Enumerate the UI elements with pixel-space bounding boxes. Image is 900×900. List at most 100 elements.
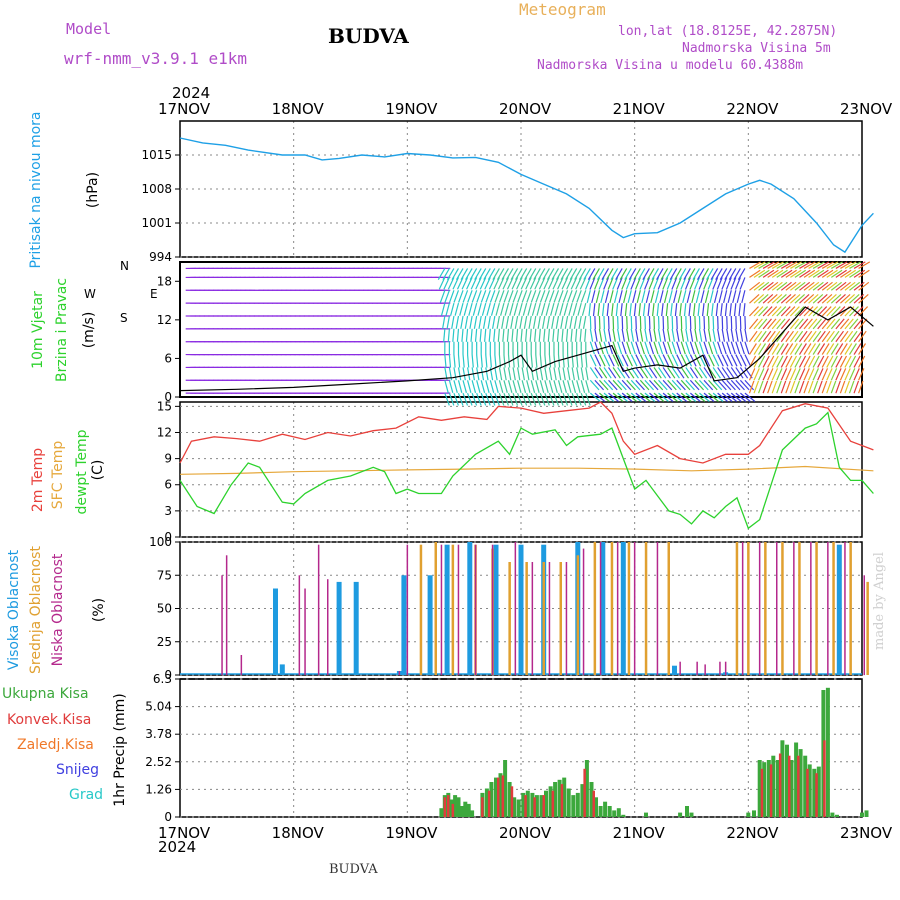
cloud-bar xyxy=(781,542,784,675)
wind-barb xyxy=(821,293,833,304)
wind-axis-label: 10m Vjetar xyxy=(30,291,46,369)
wind-barb xyxy=(780,261,793,269)
wind-barb xyxy=(536,302,541,316)
y-tick-label: 9 xyxy=(164,452,172,466)
precip-bar xyxy=(566,788,571,817)
date-label-bottom: 18NOV xyxy=(272,824,325,842)
wind-barb xyxy=(812,355,820,368)
wind-barb xyxy=(596,268,605,280)
wind-barb xyxy=(676,367,685,379)
wind-barb xyxy=(692,268,700,280)
cloud-bar xyxy=(599,542,602,675)
precip-bar xyxy=(534,795,539,817)
wind-barb xyxy=(494,354,497,368)
precip-bar xyxy=(816,766,821,817)
wind-barb xyxy=(598,367,608,379)
wind-barb xyxy=(662,354,670,367)
wind-barb xyxy=(657,328,662,342)
wind-barb xyxy=(489,290,496,303)
wind-barb xyxy=(548,380,554,393)
wind-barb xyxy=(612,367,621,379)
wind-barb xyxy=(544,367,548,381)
wind-barb xyxy=(748,380,755,394)
wind-barb xyxy=(498,290,505,303)
wind-barb xyxy=(585,367,589,381)
wind-barb xyxy=(853,355,861,368)
wind-barb xyxy=(552,328,555,342)
wind-barb xyxy=(844,380,850,394)
precip-bar xyxy=(443,797,447,817)
cloud-bar xyxy=(398,671,401,675)
wind-barb xyxy=(485,380,490,393)
cloud-bar xyxy=(696,661,698,675)
precip-bar xyxy=(453,795,458,817)
wind-barb xyxy=(711,303,714,317)
model-name: wrf-nmm_v3.9.1 e1km xyxy=(64,49,248,68)
wind-barb xyxy=(682,290,687,304)
wind-barb xyxy=(658,367,667,379)
precip-bar xyxy=(775,760,780,817)
wind-barb xyxy=(685,328,689,342)
wind-barb xyxy=(712,367,721,379)
wind-barb xyxy=(567,290,573,303)
wind-barb xyxy=(485,392,491,406)
wind-barb xyxy=(602,303,605,317)
precip-bar xyxy=(780,740,785,817)
wind-barb xyxy=(840,293,851,304)
wind-barb xyxy=(821,261,834,269)
wind-barb xyxy=(735,367,744,379)
wind-barb xyxy=(624,303,628,317)
meteogram-label: Meteogram xyxy=(519,0,606,19)
wind-barb xyxy=(798,355,807,368)
wind-barb xyxy=(490,302,496,316)
wind-barb xyxy=(644,328,648,342)
wind-barb xyxy=(483,268,491,281)
wind-barb xyxy=(537,315,541,329)
wind-barb xyxy=(694,379,705,391)
wind-barb xyxy=(721,392,733,402)
wind-barb xyxy=(753,368,760,381)
wind-barb xyxy=(565,268,573,280)
wind-barb xyxy=(728,268,737,281)
wind-barb xyxy=(749,306,759,317)
wind-barb xyxy=(703,277,710,290)
wind-barb xyxy=(665,303,669,317)
wind-barb xyxy=(780,355,788,368)
wind-barb xyxy=(628,268,637,280)
wind-barb xyxy=(679,303,682,317)
wind-barb xyxy=(573,315,578,329)
wind-barb xyxy=(680,341,686,355)
y-tick-label: 0 xyxy=(164,810,172,824)
wind-barb xyxy=(821,318,832,330)
cloud-bar xyxy=(467,542,473,675)
wind-barb xyxy=(688,303,691,317)
precip-bar xyxy=(542,795,545,817)
wind-barb xyxy=(689,367,699,379)
precip-bar xyxy=(788,755,791,817)
wind-barb xyxy=(662,367,671,379)
wind-barb xyxy=(583,268,591,281)
wind-barb xyxy=(771,368,779,381)
wind-barb xyxy=(687,268,696,281)
wind-barb xyxy=(734,277,741,290)
wind-barb xyxy=(758,261,771,269)
wind-barb xyxy=(757,380,764,394)
cloud-bar xyxy=(493,544,499,675)
cloud-bar xyxy=(836,544,842,675)
wind-barb xyxy=(785,293,796,304)
wind-barb xyxy=(826,343,835,355)
wind-barb xyxy=(780,269,793,278)
wind-barb xyxy=(606,303,610,317)
wind-barb xyxy=(492,315,496,329)
wind-barb xyxy=(535,380,540,393)
wind-barb xyxy=(521,290,528,303)
precip-bar xyxy=(510,786,514,817)
sfc-temp-line xyxy=(179,465,874,475)
wind-barb xyxy=(685,354,693,367)
y-tick-label: 6 xyxy=(164,478,172,492)
cloud-bar xyxy=(317,544,320,675)
wind-barb xyxy=(821,269,834,278)
wind-barb xyxy=(635,328,639,342)
wind-barb xyxy=(513,302,519,316)
wind-barb xyxy=(603,392,615,402)
